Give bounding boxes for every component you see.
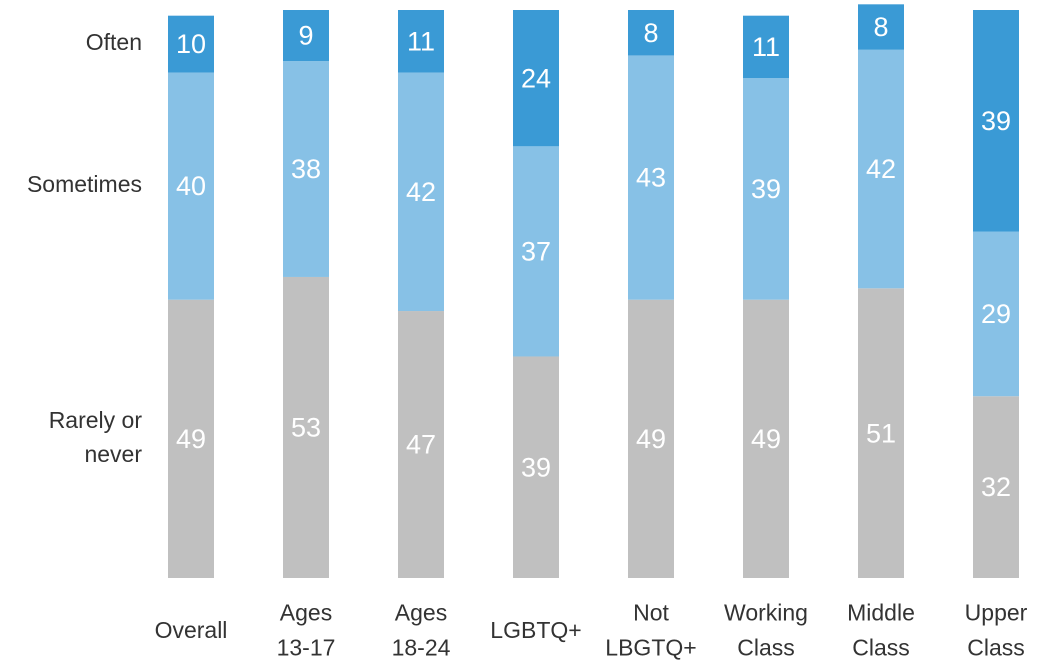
bar-segment xyxy=(168,299,214,578)
bar-segment xyxy=(973,10,1019,232)
value-label: 38 xyxy=(291,154,321,184)
value-label: 39 xyxy=(521,452,551,482)
bar-segment xyxy=(743,15,789,79)
value-label: 42 xyxy=(866,154,896,184)
value-label: 40 xyxy=(176,171,206,201)
bar-segment xyxy=(743,78,789,300)
value-label: 29 xyxy=(981,299,1011,329)
value-label: 39 xyxy=(751,174,781,204)
x-tick-label: Ages 18-24 xyxy=(392,600,451,661)
x-tick-label: Ages 13-17 xyxy=(277,600,336,661)
legend-label: Sometimes xyxy=(27,171,142,197)
bar-segment xyxy=(858,4,904,50)
value-label: 49 xyxy=(751,424,781,454)
value-label: 8 xyxy=(873,12,888,42)
bar-segment xyxy=(513,146,559,357)
bar-segment xyxy=(283,276,329,578)
value-label: 32 xyxy=(981,472,1011,502)
value-label: 39 xyxy=(981,106,1011,136)
bar-segment xyxy=(973,396,1019,578)
bar-segment xyxy=(513,356,559,578)
x-tick-label: Overall xyxy=(155,617,228,643)
value-label: 47 xyxy=(406,430,436,460)
legend-label: Rarely or never xyxy=(49,407,143,467)
value-label: 53 xyxy=(291,413,321,443)
bar-segment xyxy=(973,231,1019,397)
bar-segment xyxy=(628,299,674,578)
value-label: 43 xyxy=(636,163,666,193)
bar-segment xyxy=(283,61,329,277)
value-label: 37 xyxy=(521,237,551,267)
bar-segment xyxy=(743,299,789,578)
bar-segment xyxy=(398,311,444,578)
bar-segment xyxy=(398,10,444,73)
x-tick-label: Upper Class xyxy=(965,600,1028,661)
bar-segment xyxy=(168,15,214,73)
value-label: 49 xyxy=(176,424,206,454)
bar-segment xyxy=(168,72,214,300)
value-label: 10 xyxy=(176,29,206,59)
bar-segment xyxy=(398,72,444,312)
value-label: 11 xyxy=(752,32,780,62)
x-tick-label: Working Class xyxy=(724,600,808,661)
value-label: 11 xyxy=(407,26,435,56)
legend-label: Often xyxy=(86,29,142,55)
value-label: 8 xyxy=(643,18,658,48)
x-tick-label: LGBTQ+ xyxy=(490,617,581,643)
bar-segment xyxy=(858,49,904,289)
bar-segment xyxy=(858,288,904,578)
x-tick-label: Not LBGTQ+ xyxy=(605,600,696,661)
value-label: 49 xyxy=(636,424,666,454)
value-label: 51 xyxy=(866,418,896,448)
x-tick-label: Middle Class xyxy=(847,600,915,661)
bar-segment xyxy=(628,55,674,300)
value-label: 24 xyxy=(521,63,551,93)
value-label: 42 xyxy=(406,177,436,207)
bar-segment xyxy=(628,10,674,56)
bar-segment xyxy=(283,10,329,62)
bar-segment xyxy=(513,10,559,147)
value-label: 9 xyxy=(298,21,313,51)
